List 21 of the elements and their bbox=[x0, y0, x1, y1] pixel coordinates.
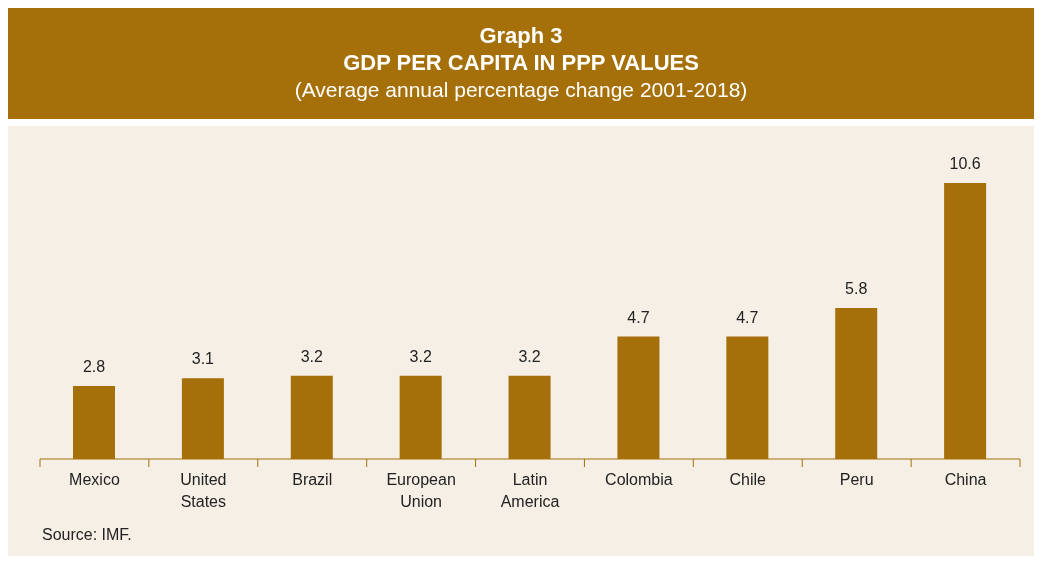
data-label: 3.1 bbox=[191, 350, 215, 368]
data-label: 3.2 bbox=[518, 347, 541, 365]
x-tick-label: European Union bbox=[386, 471, 456, 510]
data-label: 3.2 bbox=[300, 347, 323, 365]
x-tick-label: China bbox=[944, 471, 987, 488]
data-label: 4.7 bbox=[736, 308, 759, 326]
x-tick-label: Latin America bbox=[500, 471, 560, 510]
x-tick-label: Colombia bbox=[605, 471, 673, 488]
x-tick-label: Brazil bbox=[292, 471, 333, 488]
chart-title: Graph 3 GDP PER CAPITA IN PPP VALUES bbox=[342, 22, 700, 76]
data-label: 5.8 bbox=[845, 279, 868, 297]
x-tick-label: Peru bbox=[839, 471, 874, 488]
chart-subtitle: (Average annual percentage change 2001-2018) bbox=[293, 77, 749, 103]
x-tick-label: Mexico bbox=[69, 471, 120, 488]
data-label: 10.6 bbox=[949, 155, 981, 172]
data-label: 2.8 bbox=[82, 358, 106, 376]
x-tick-label: Chile bbox=[729, 471, 767, 488]
source-note: Source: IMF. bbox=[42, 526, 132, 544]
data-label: 4.7 bbox=[627, 308, 650, 326]
x-tick-label: United States bbox=[180, 471, 227, 510]
data-label: 3.2 bbox=[409, 347, 432, 365]
